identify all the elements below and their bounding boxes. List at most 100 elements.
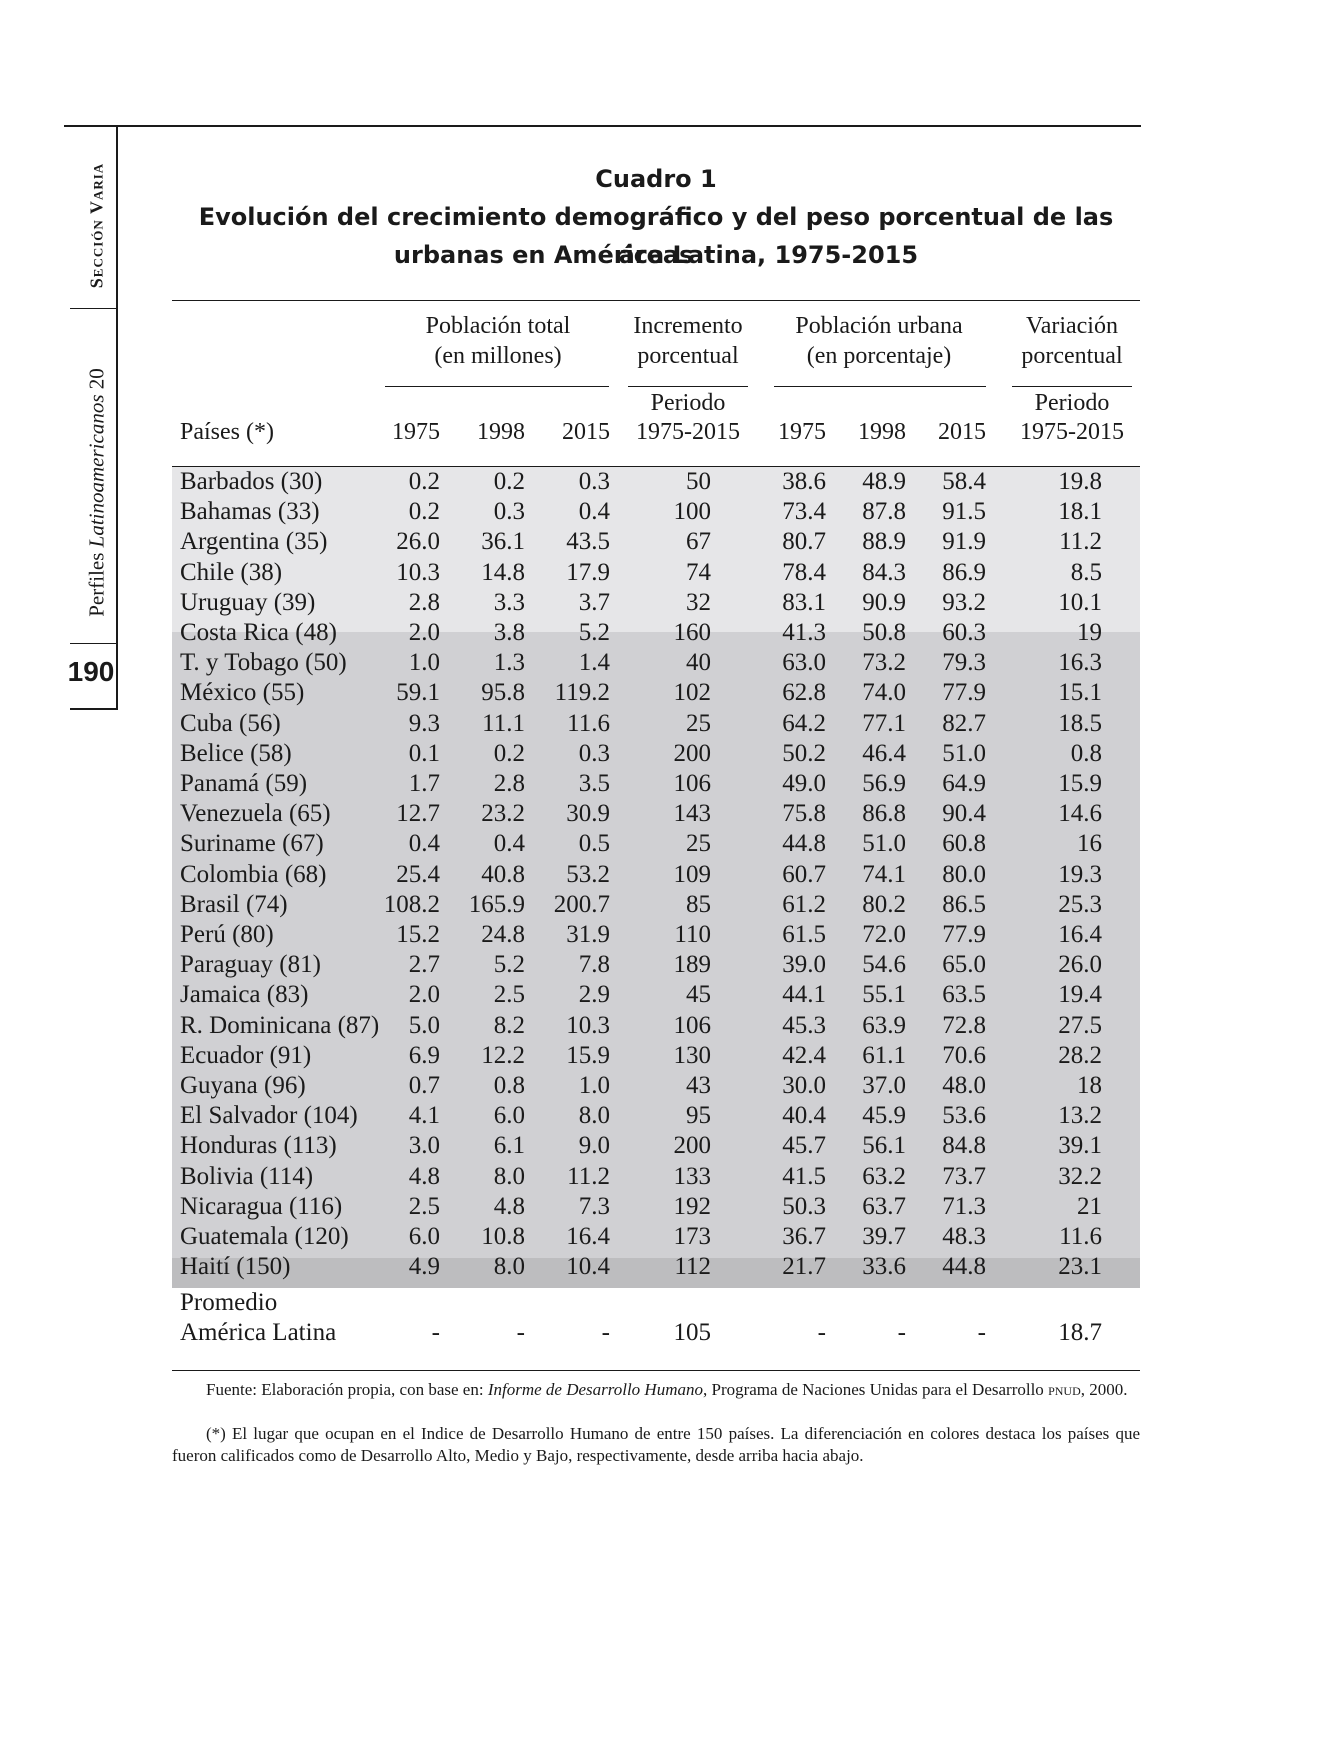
cell-variacion: 16.4 xyxy=(1058,921,1102,948)
header-poblacion-total: Población total (en millones) xyxy=(385,311,611,371)
cell-pais: Barbados (30) xyxy=(180,468,323,495)
cell-u1975: 49.0 xyxy=(782,770,826,797)
cell-incremento: 112 xyxy=(674,1253,711,1281)
cell-pais: Uruguay (39) xyxy=(180,588,316,616)
cell-p1998: 0.2 xyxy=(493,739,525,767)
col-header-urbana-1998: 1998 xyxy=(858,419,906,445)
average-variacion: 18.7 xyxy=(1058,1319,1102,1346)
table-title-line: urbanas en América Latina, 1975-2015 xyxy=(393,241,919,269)
cell-u1975: 61.2 xyxy=(782,890,826,918)
cell-u2015: 53.6 xyxy=(942,1102,986,1130)
cell-pais: Haití (150) xyxy=(180,1253,291,1281)
cell-u1998: 45.9 xyxy=(862,1102,906,1130)
cell-p1998: 0.3 xyxy=(493,498,525,526)
cell-u1998: 84.3 xyxy=(862,558,906,586)
cell-p1975: 4.1 xyxy=(408,1102,440,1130)
cell-variacion: 10.1 xyxy=(1058,588,1102,616)
cell-u1975: 80.7 xyxy=(782,528,826,556)
cell-u1998: 33.6 xyxy=(862,1253,906,1281)
cell-p1975: 12.7 xyxy=(396,800,440,828)
cell-u1998: 54.6 xyxy=(862,951,906,979)
col-header-2015: 2015 xyxy=(562,419,610,445)
cell-pais: Cuba (56) xyxy=(180,709,281,737)
average-label: Promedio xyxy=(180,1289,278,1316)
cell-variacion: 18 xyxy=(1077,1072,1102,1099)
cell-variacion: 14.6 xyxy=(1058,800,1102,828)
cell-p1975: 25.4 xyxy=(396,860,440,888)
col-header-periodo-range: 1975-2015 xyxy=(636,419,740,445)
col-header-variacion-range: 1975-2015 xyxy=(1020,419,1124,445)
cell-p1998: 23.2 xyxy=(481,800,525,828)
cell-p1998: 3.8 xyxy=(493,619,525,646)
cell-p1975: 0.2 xyxy=(408,468,440,495)
cell-variacion: 13.2 xyxy=(1058,1102,1102,1130)
cell-u1975: 42.4 xyxy=(782,1041,826,1069)
average-label-region: América Latina xyxy=(180,1319,337,1346)
cell-p2015: 11.6 xyxy=(567,709,610,737)
cell-u1975: 50.3 xyxy=(782,1192,826,1220)
cell-u2015: 77.9 xyxy=(942,921,986,948)
medium-development-band xyxy=(172,632,1140,1258)
table-row: Nicaragua (116) 2.5 4.8 7.3 192 50.3 63.7 71.3 2… xyxy=(0,1192,1317,1222)
source-prefix: Fuente: Elaboración propia, con base en: xyxy=(206,1380,488,1399)
col-header-variacion-periodo: Periodo xyxy=(1034,390,1110,416)
cell-u1975: 61.5 xyxy=(782,921,826,948)
table-row: Bahamas (33) 0.2 0.3 0.4 100 73.4 87.8 91.5 18.1 xyxy=(0,497,1317,527)
cell-u1998: 74.0 xyxy=(862,679,906,707)
cell-variacion: 0.8 xyxy=(1070,739,1102,767)
cell-variacion: 11.2 xyxy=(1059,528,1102,556)
cell-variacion: 15.9 xyxy=(1058,770,1102,797)
cell-pais: Bolivia (114) xyxy=(180,1162,314,1190)
cell-u2015: 82.7 xyxy=(942,709,986,737)
cell-u2015: 84.8 xyxy=(942,1132,986,1160)
cell-variacion: 23.1 xyxy=(1058,1253,1102,1281)
cell-incremento: 67 xyxy=(686,528,711,556)
cell-variacion: 19.4 xyxy=(1058,981,1102,1009)
cell-u1998: 72.0 xyxy=(862,921,906,948)
cell-pais: Honduras (113) xyxy=(180,1132,337,1160)
cell-incremento: 173 xyxy=(673,1223,712,1250)
cell-p1975: 0.2 xyxy=(408,498,440,526)
cell-p1975: 9.3 xyxy=(408,709,440,737)
cell-u2015: 48.0 xyxy=(942,1072,986,1099)
cell-p2015: 7.8 xyxy=(578,951,610,979)
col-header-urbana-2015: 2015 xyxy=(938,419,986,445)
cell-u2015: 44.8 xyxy=(942,1253,986,1281)
header-line: (en porcentaje) xyxy=(806,343,952,369)
cell-pais: Venezuela (65) xyxy=(180,800,331,828)
cell-u1998: 77.1 xyxy=(862,709,906,737)
cell-p1998: 2.8 xyxy=(493,770,525,797)
average-label-row: Promedio xyxy=(0,1288,1317,1318)
col-header-1975: 1975 xyxy=(392,419,440,445)
group-rule xyxy=(628,386,748,387)
table-row: Paraguay (81) 2.7 5.2 7.8 189 39.0 54.6 65.0 26.… xyxy=(0,950,1317,980)
cell-incremento: 143 xyxy=(673,800,712,828)
cell-variacion: 18.1 xyxy=(1058,498,1102,526)
table-row: Belice (58) 0.1 0.2 0.3 200 50.2 46.4 51.0 0.8 xyxy=(0,739,1317,769)
cell-p1975: 5.0 xyxy=(408,1011,440,1039)
cell-p2015: 1.0 xyxy=(578,1072,610,1099)
cell-p1975: 59.1 xyxy=(396,679,440,707)
cell-p1998: 10.8 xyxy=(481,1223,525,1250)
cell-pais: Paraguay (81) xyxy=(180,951,321,979)
cell-u2015: 93.2 xyxy=(942,588,986,616)
cell-u2015: 91.9 xyxy=(942,528,986,556)
cell-pais: Guatemala (120) xyxy=(180,1223,349,1250)
cell-p1998: 165.9 xyxy=(468,890,525,918)
sidebar-divider-rule xyxy=(70,308,116,309)
table-bottom-rule xyxy=(172,1370,1140,1371)
cell-p1975: 1.0 xyxy=(408,649,440,677)
table-row: México (55) 59.1 95.8 119.2 102 62.8 74.0 77.9 1… xyxy=(0,678,1317,708)
cell-u1998: 37.0 xyxy=(862,1072,906,1099)
cell-u1998: 88.9 xyxy=(862,528,906,556)
cell-p1998: 11.1 xyxy=(482,709,525,737)
col-header-periodo: Periodo xyxy=(650,390,726,416)
cell-p1998: 0.2 xyxy=(493,468,525,495)
table-row: Jamaica (83) 2.0 2.5 2.9 45 44.1 55.1 63.5 19.4 xyxy=(0,980,1317,1010)
cell-variacion: 16 xyxy=(1077,830,1102,858)
cell-p1998: 40.8 xyxy=(481,860,525,888)
header-line: Población urbana xyxy=(795,313,963,339)
cell-pais: Colombia (68) xyxy=(180,860,327,888)
cell-incremento: 25 xyxy=(686,709,711,737)
cell-pais: Chile (38) xyxy=(180,558,283,586)
